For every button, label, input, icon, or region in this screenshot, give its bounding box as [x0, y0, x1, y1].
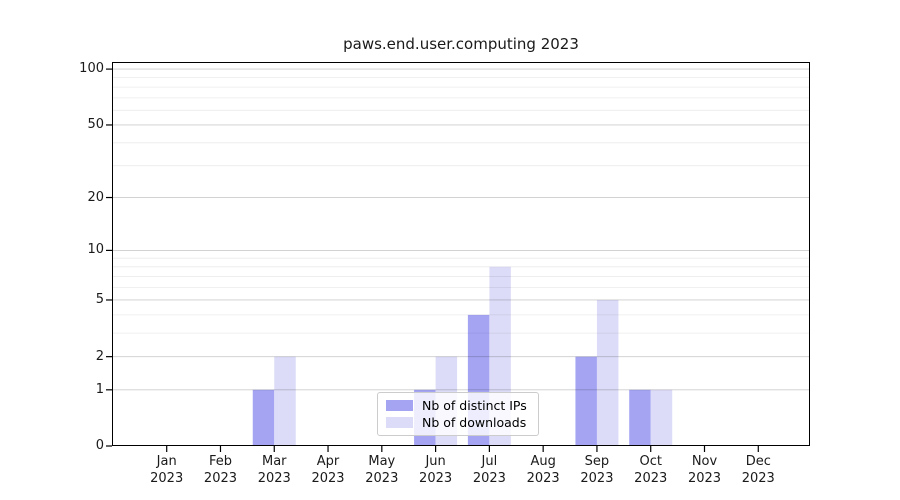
bar-downloads-sep [596, 299, 619, 446]
xtick-year: 2023 [311, 471, 345, 486]
ytick-label-5: 5 [95, 291, 104, 307]
chart-title: paws.end.user.computing 2023 [343, 35, 579, 53]
xtick-month: May [368, 454, 396, 469]
xtick-label-mar: Mar 2023 [244, 453, 304, 487]
ytick-label-50: 50 [87, 116, 104, 132]
xtick-year: 2023 [203, 471, 238, 486]
xtick-label-jul: Jul 2023 [459, 453, 519, 487]
xtick-label-may: May 2023 [352, 453, 412, 487]
xtick-label-oct: Oct 2023 [621, 453, 681, 487]
xtick-label-sep: Sep 2023 [567, 453, 627, 487]
ytick-label-2: 2 [95, 348, 104, 364]
xtick-year: 2023 [419, 471, 453, 486]
xtick-month: Jun [425, 454, 446, 469]
xtick-month: Feb [208, 454, 232, 469]
legend-swatch-distinct-ips [386, 400, 413, 411]
plot-border [112, 62, 810, 446]
xtick-month: Apr [316, 454, 340, 469]
xtick-year: 2023 [526, 471, 560, 486]
xtick-year: 2023 [687, 471, 722, 486]
xtick-month: Jul [481, 454, 498, 469]
legend-item-distinct-ips: Nb of distinct IPs [386, 398, 530, 413]
xtick-label-jan: Jan 2023 [137, 453, 197, 487]
xtick-year: 2023 [741, 471, 775, 486]
legend: Nb of distinct IPs Nb of downloads [377, 392, 539, 436]
xtick-label-jun: Jun 2023 [406, 453, 466, 487]
xtick-month: Oct [639, 454, 662, 469]
xtick-month: Nov [691, 454, 718, 469]
xtick-label-nov: Nov 2023 [675, 453, 735, 487]
xtick-year: 2023 [257, 471, 291, 486]
xtick-label-dec: Dec 2023 [728, 453, 788, 487]
xtick-month: Jan [156, 454, 177, 469]
ytick-label-10: 10 [87, 242, 104, 258]
bar-distinct-ips-mar [252, 389, 275, 446]
ytick-label-0: 0 [95, 438, 104, 453]
xtick-month: Mar [261, 454, 287, 469]
xtick-month: Aug [530, 454, 556, 469]
legend-item-downloads: Nb of downloads [386, 415, 530, 430]
ytick-label-1: 1 [95, 381, 104, 397]
bar-downloads-oct [650, 389, 673, 446]
bar-downloads-mar [274, 356, 296, 446]
xtick-year: 2023 [634, 471, 668, 486]
xtick-year: 2023 [472, 471, 506, 486]
xtick-year: 2023 [150, 471, 184, 486]
xtick-label-apr: Apr 2023 [298, 453, 358, 487]
xtick-year: 2023 [580, 471, 614, 486]
bar-distinct-ips-oct [629, 389, 651, 446]
xtick-label-feb: Feb 2023 [190, 453, 250, 487]
legend-swatch-downloads [386, 417, 413, 428]
legend-label-downloads: Nb of downloads [422, 415, 527, 430]
xtick-year: 2023 [365, 471, 399, 486]
xtick-label-aug: Aug 2023 [513, 453, 573, 487]
ytick-label-20: 20 [87, 189, 104, 205]
bar-distinct-ips-sep [575, 356, 597, 446]
ytick-label-100: 100 [79, 61, 104, 77]
xtick-month: Sep [584, 454, 610, 469]
xtick-month: Dec [745, 454, 771, 469]
legend-label-distinct-ips: Nb of distinct IPs [422, 398, 527, 413]
